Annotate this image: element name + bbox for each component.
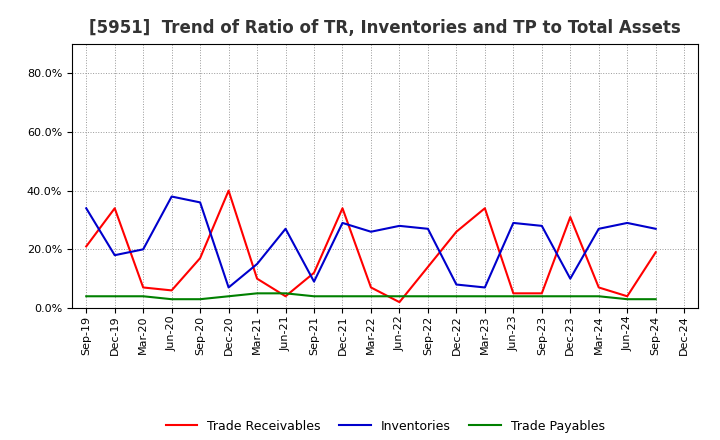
- Trade Receivables: [310, 270, 318, 275]
- Inventories: [452, 282, 461, 287]
- Trade Payables: [225, 293, 233, 299]
- Trade Payables: [623, 297, 631, 302]
- Trade Payables: [253, 291, 261, 296]
- Legend: Trade Receivables, Inventories, Trade Payables: Trade Receivables, Inventories, Trade Pa…: [161, 414, 610, 437]
- Trade Payables: [595, 293, 603, 299]
- Trade Payables: [82, 293, 91, 299]
- Inventories: [537, 223, 546, 228]
- Line: Inventories: Inventories: [86, 197, 656, 287]
- Trade Receivables: [480, 205, 489, 211]
- Trade Receivables: [395, 300, 404, 305]
- Inventories: [139, 247, 148, 252]
- Inventories: [366, 229, 375, 235]
- Trade Payables: [196, 297, 204, 302]
- Inventories: [623, 220, 631, 226]
- Trade Receivables: [423, 264, 432, 270]
- Trade Receivables: [452, 229, 461, 235]
- Line: Trade Payables: Trade Payables: [86, 293, 656, 299]
- Inventories: [566, 276, 575, 281]
- Trade Receivables: [566, 214, 575, 220]
- Trade Receivables: [167, 288, 176, 293]
- Trade Payables: [480, 293, 489, 299]
- Trade Receivables: [82, 244, 91, 249]
- Trade Payables: [395, 293, 404, 299]
- Trade Receivables: [196, 256, 204, 261]
- Trade Receivables: [509, 291, 518, 296]
- Trade Payables: [509, 293, 518, 299]
- Trade Payables: [452, 293, 461, 299]
- Inventories: [652, 226, 660, 231]
- Inventories: [82, 205, 91, 211]
- Inventories: [595, 226, 603, 231]
- Inventories: [196, 200, 204, 205]
- Trade Receivables: [282, 293, 290, 299]
- Trade Receivables: [338, 205, 347, 211]
- Trade Receivables: [139, 285, 148, 290]
- Inventories: [253, 261, 261, 267]
- Inventories: [310, 279, 318, 284]
- Trade Receivables: [253, 276, 261, 281]
- Trade Payables: [537, 293, 546, 299]
- Trade Receivables: [595, 285, 603, 290]
- Trade Receivables: [652, 249, 660, 255]
- Inventories: [110, 253, 119, 258]
- Trade Payables: [139, 293, 148, 299]
- Trade Payables: [110, 293, 119, 299]
- Inventories: [395, 223, 404, 228]
- Trade Payables: [366, 293, 375, 299]
- Inventories: [225, 285, 233, 290]
- Inventories: [282, 226, 290, 231]
- Inventories: [167, 194, 176, 199]
- Trade Payables: [310, 293, 318, 299]
- Inventories: [509, 220, 518, 226]
- Trade Receivables: [110, 205, 119, 211]
- Trade Payables: [338, 293, 347, 299]
- Trade Receivables: [623, 293, 631, 299]
- Trade Receivables: [225, 188, 233, 193]
- Inventories: [480, 285, 489, 290]
- Trade Payables: [652, 297, 660, 302]
- Trade Receivables: [537, 291, 546, 296]
- Trade Payables: [282, 291, 290, 296]
- Title: [5951]  Trend of Ratio of TR, Inventories and TP to Total Assets: [5951] Trend of Ratio of TR, Inventories…: [89, 19, 681, 37]
- Inventories: [423, 226, 432, 231]
- Trade Payables: [167, 297, 176, 302]
- Trade Receivables: [366, 285, 375, 290]
- Line: Trade Receivables: Trade Receivables: [86, 191, 656, 302]
- Trade Payables: [566, 293, 575, 299]
- Inventories: [338, 220, 347, 226]
- Trade Payables: [423, 293, 432, 299]
